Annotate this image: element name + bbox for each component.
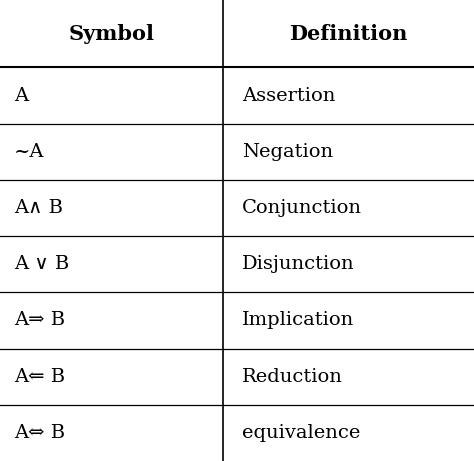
Text: Assertion: Assertion (242, 87, 335, 105)
Text: Reduction: Reduction (242, 368, 343, 386)
Text: Implication: Implication (242, 312, 354, 330)
Text: A⇔ B: A⇔ B (14, 424, 65, 442)
Text: Conjunction: Conjunction (242, 199, 362, 217)
Text: Negation: Negation (242, 143, 333, 161)
Text: Disjunction: Disjunction (242, 255, 355, 273)
Text: A: A (14, 87, 28, 105)
Text: A⇒ B: A⇒ B (14, 312, 65, 330)
Text: equivalence: equivalence (242, 424, 360, 442)
Text: Symbol: Symbol (68, 24, 155, 44)
Text: A∧ B: A∧ B (14, 199, 63, 217)
Text: A⇐ B: A⇐ B (14, 368, 65, 386)
Text: Definition: Definition (289, 24, 408, 44)
Text: A ∨ B: A ∨ B (14, 255, 70, 273)
Text: ~A: ~A (14, 143, 45, 161)
